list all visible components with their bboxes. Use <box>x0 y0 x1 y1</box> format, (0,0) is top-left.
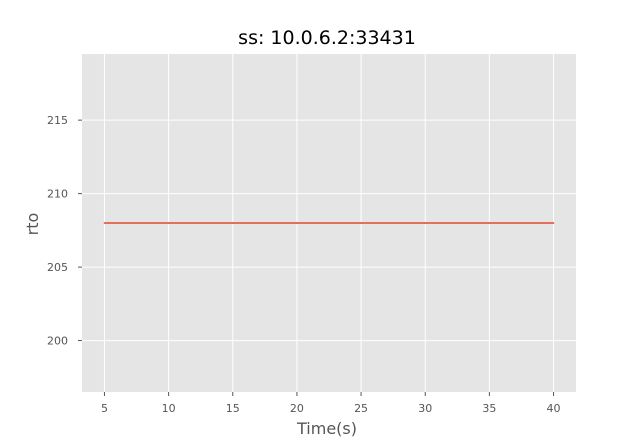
data-point <box>103 222 106 224</box>
x-tick-label: 35 <box>482 402 496 415</box>
y-axis-ticks: 200 205 210 215 <box>47 114 82 348</box>
y-tick-label: 205 <box>47 261 68 274</box>
data-point <box>360 222 362 224</box>
data-point <box>231 222 234 224</box>
y-tick-label: 200 <box>47 335 68 348</box>
data-series <box>103 222 555 224</box>
data-point <box>488 222 491 224</box>
data-point <box>552 222 555 224</box>
x-axis-ticks: 5 10 15 20 25 30 35 40 <box>101 392 561 415</box>
chart-title: ss: 10.0.6.2:33431 <box>238 27 416 49</box>
x-tick-label: 15 <box>226 402 240 415</box>
x-tick-label: 5 <box>101 402 108 415</box>
x-tick-label: 40 <box>547 402 561 415</box>
x-tick-label: 25 <box>354 402 368 415</box>
data-point <box>296 222 298 224</box>
data-point <box>167 222 170 224</box>
x-tick-label: 20 <box>290 402 304 415</box>
x-axis-label: Time(s) <box>296 419 357 438</box>
y-axis-label: rto <box>23 213 42 236</box>
data-point <box>424 222 427 224</box>
y-tick-label: 210 <box>47 188 68 201</box>
y-tick-label: 215 <box>47 114 68 127</box>
x-tick-label: 30 <box>418 402 432 415</box>
x-tick-label: 10 <box>162 402 176 415</box>
